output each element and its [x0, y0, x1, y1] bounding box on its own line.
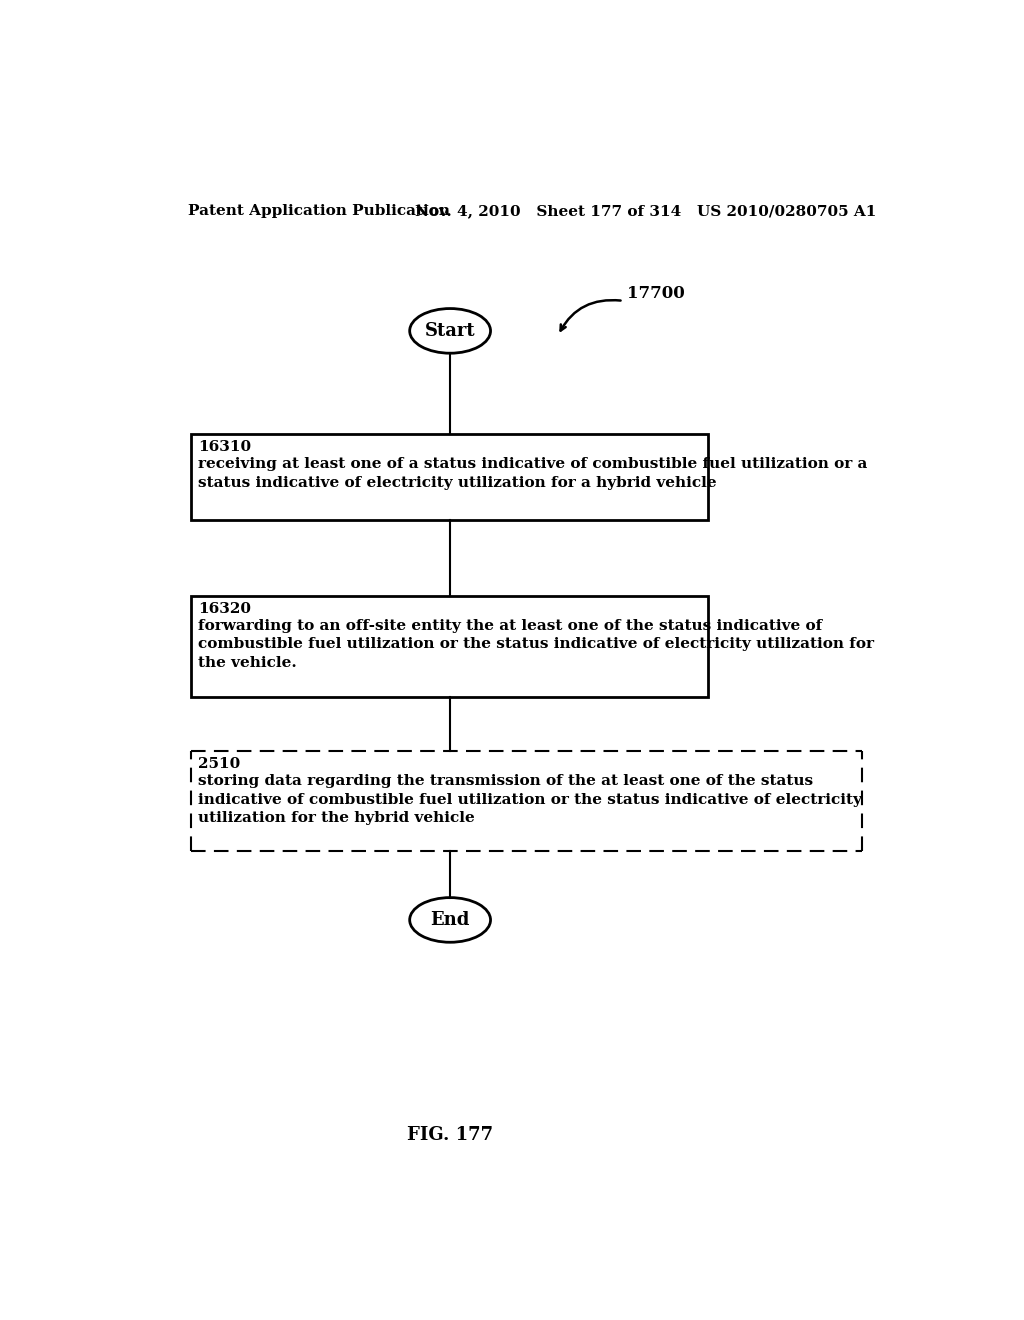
Text: forwarding to an off-site entity the at least one of the status indicative of
co: forwarding to an off-site entity the at … — [199, 619, 874, 669]
Text: Nov. 4, 2010   Sheet 177 of 314   US 2010/0280705 A1: Nov. 4, 2010 Sheet 177 of 314 US 2010/02… — [416, 203, 877, 218]
Text: FIG. 177: FIG. 177 — [408, 1126, 494, 1143]
Bar — [190, 595, 708, 697]
Text: Patent Application Publication: Patent Application Publication — [188, 203, 451, 218]
Text: receiving at least one of a status indicative of combustible fuel utilization or: receiving at least one of a status indic… — [199, 457, 867, 490]
Bar — [190, 434, 708, 520]
Text: 16320: 16320 — [199, 602, 251, 616]
Text: End: End — [430, 911, 470, 929]
Text: 2510: 2510 — [199, 758, 241, 771]
Text: storing data regarding the transmission of the at least one of the status
indica: storing data regarding the transmission … — [199, 775, 862, 825]
Text: 17700: 17700 — [628, 285, 685, 302]
Text: 16310: 16310 — [199, 441, 252, 454]
Text: Start: Start — [425, 322, 475, 339]
